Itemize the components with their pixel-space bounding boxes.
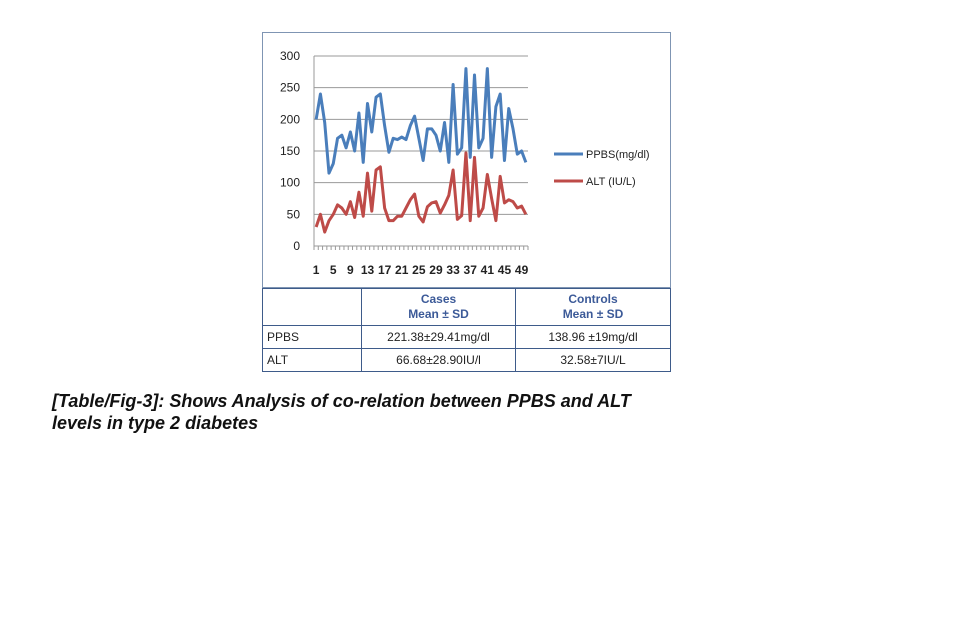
y-tick-label: 50	[287, 207, 301, 221]
figure-caption: [Table/Fig-3]: Shows Analysis of co-rela…	[52, 390, 631, 434]
cases-header-title: Cases	[420, 292, 457, 306]
x-tick-label: 9	[347, 263, 354, 277]
x-tick-label: 29	[429, 263, 443, 277]
controls-header: Controls Mean ± SD	[515, 288, 671, 326]
x-tick-label: 1	[313, 263, 320, 277]
y-tick-label: 100	[280, 176, 300, 190]
caption-line-2: levels in type 2 diabetes	[52, 413, 259, 433]
cases-value: 221.38±29.41mg/dl	[361, 325, 516, 349]
y-tick-label: 250	[280, 81, 300, 95]
x-tick-label: 25	[412, 263, 426, 277]
controls-header-sub: Mean ± SD	[562, 307, 624, 321]
table-header-row: Cases Mean ± SD Controls Mean ± SD	[262, 288, 671, 326]
series-line-0	[314, 67, 528, 175]
table-row: ALT 66.68±28.90IU/l 32.58±7IU/L	[262, 348, 671, 372]
line-chart: 0 50 100 150 200 250 300 1 5 9 13 17 21 25 29 33 37 41 45 4…	[262, 32, 671, 288]
controls-value: 138.96 ±19mg/dl	[515, 325, 671, 349]
legend-label: ALT (IU/L)	[586, 176, 636, 188]
cases-header: Cases Mean ± SD	[361, 288, 516, 326]
x-tick-label: 45	[498, 263, 512, 277]
x-tick-label: 21	[395, 263, 409, 277]
series-line-1	[314, 151, 528, 234]
empty-header-cell	[262, 288, 362, 326]
controls-header-title: Controls	[568, 292, 618, 306]
x-tick-label: 41	[481, 263, 495, 277]
legend-label: PPBS(mg/dl)	[586, 149, 650, 161]
x-tick-label: 37	[464, 263, 478, 277]
summary-table: Cases Mean ± SD Controls Mean ± SD PPBS 22…	[262, 288, 671, 372]
y-tick-label: 300	[280, 49, 300, 63]
y-tick-label: 150	[280, 144, 300, 158]
y-tick-label: 200	[280, 112, 300, 126]
x-tick-label: 17	[378, 263, 392, 277]
row-label: PPBS	[262, 325, 362, 349]
chart-svg: 0 50 100 150 200 250 300 1 5 9 13 17 21 25 29 33 37 41 45 4…	[280, 49, 650, 277]
caption-line-1: [Table/Fig-3]: Shows Analysis of co-rela…	[52, 391, 631, 411]
x-tick-label: 49	[515, 263, 529, 277]
x-tick-label: 13	[361, 263, 375, 277]
row-label: ALT	[262, 348, 362, 372]
x-tick-label: 5	[330, 263, 337, 277]
cases-value: 66.68±28.90IU/l	[361, 348, 516, 372]
table-row: PPBS 221.38±29.41mg/dl 138.96 ±19mg/dl	[262, 325, 671, 349]
controls-value: 32.58±7IU/L	[515, 348, 671, 372]
y-tick-label: 0	[293, 239, 300, 253]
x-tick-label: 33	[446, 263, 460, 277]
cases-header-sub: Mean ± SD	[408, 307, 469, 321]
